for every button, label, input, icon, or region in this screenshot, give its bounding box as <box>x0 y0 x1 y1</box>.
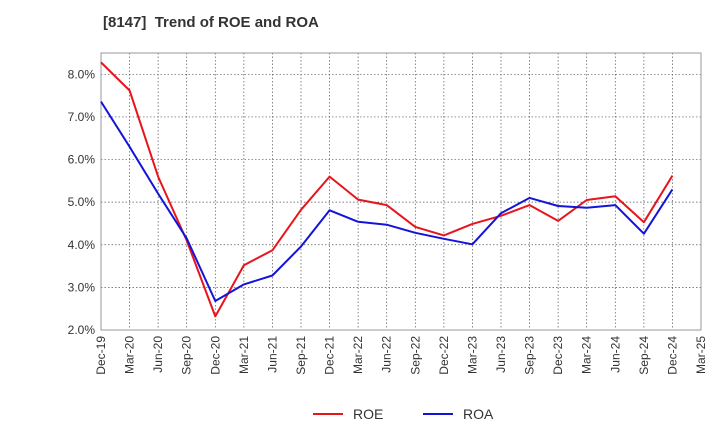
y-tick-label: 4.0% <box>68 238 96 252</box>
x-tick-label: Mar-20 <box>123 336 137 374</box>
x-tick-label: Dec-23 <box>551 336 565 375</box>
x-tick-label: Sep-24 <box>637 336 651 375</box>
y-tick-label: 2.0% <box>68 323 96 337</box>
y-tick-label: 3.0% <box>68 280 96 294</box>
y-tick-label: 8.0% <box>68 67 96 81</box>
x-tick-label: Sep-21 <box>294 336 308 375</box>
x-tick-label: Jun-21 <box>265 336 279 373</box>
y-tick-label: 5.0% <box>68 195 96 209</box>
x-tick-label: Jun-22 <box>380 336 394 373</box>
x-tick-label: Mar-24 <box>580 336 594 374</box>
x-tick-label: Mar-23 <box>465 336 479 374</box>
x-tick-label: Sep-23 <box>523 336 537 375</box>
series-line-roa <box>100 101 674 302</box>
x-tick-label: Dec-19 <box>94 336 108 375</box>
legend-label-roe: ROE <box>353 406 383 422</box>
x-tick-label: Dec-21 <box>323 336 337 375</box>
x-tick-label: Jun-23 <box>494 336 508 373</box>
x-tick-label: Dec-20 <box>208 336 222 375</box>
x-tick-label: Jun-24 <box>608 336 622 373</box>
legend: ROE ROA <box>313 406 494 422</box>
series-layer <box>100 61 674 318</box>
chart-title: [8147] Trend of ROE and ROA <box>103 14 319 31</box>
x-tick-label: Sep-20 <box>180 336 194 375</box>
legend-label-roa: ROA <box>463 406 494 422</box>
x-tick-label: Sep-22 <box>408 336 422 375</box>
x-tick-label: Mar-25 <box>694 336 708 374</box>
y-tick-label: 6.0% <box>68 153 96 167</box>
x-tick-label: Dec-22 <box>437 336 451 375</box>
grid-layer <box>101 53 701 331</box>
axis-labels: Dec-19 Mar-20 Jun-20 Sep-20 Dec-20 Mar-21 Jun-… <box>68 67 708 374</box>
x-tick-label: Jun-20 <box>151 336 165 373</box>
x-tick-label: Mar-22 <box>351 336 365 374</box>
x-tick-label: Dec-24 <box>665 336 679 375</box>
plot-frame <box>100 52 702 331</box>
x-tick-label: Mar-21 <box>237 336 251 374</box>
y-tick-label: 7.0% <box>68 110 96 124</box>
